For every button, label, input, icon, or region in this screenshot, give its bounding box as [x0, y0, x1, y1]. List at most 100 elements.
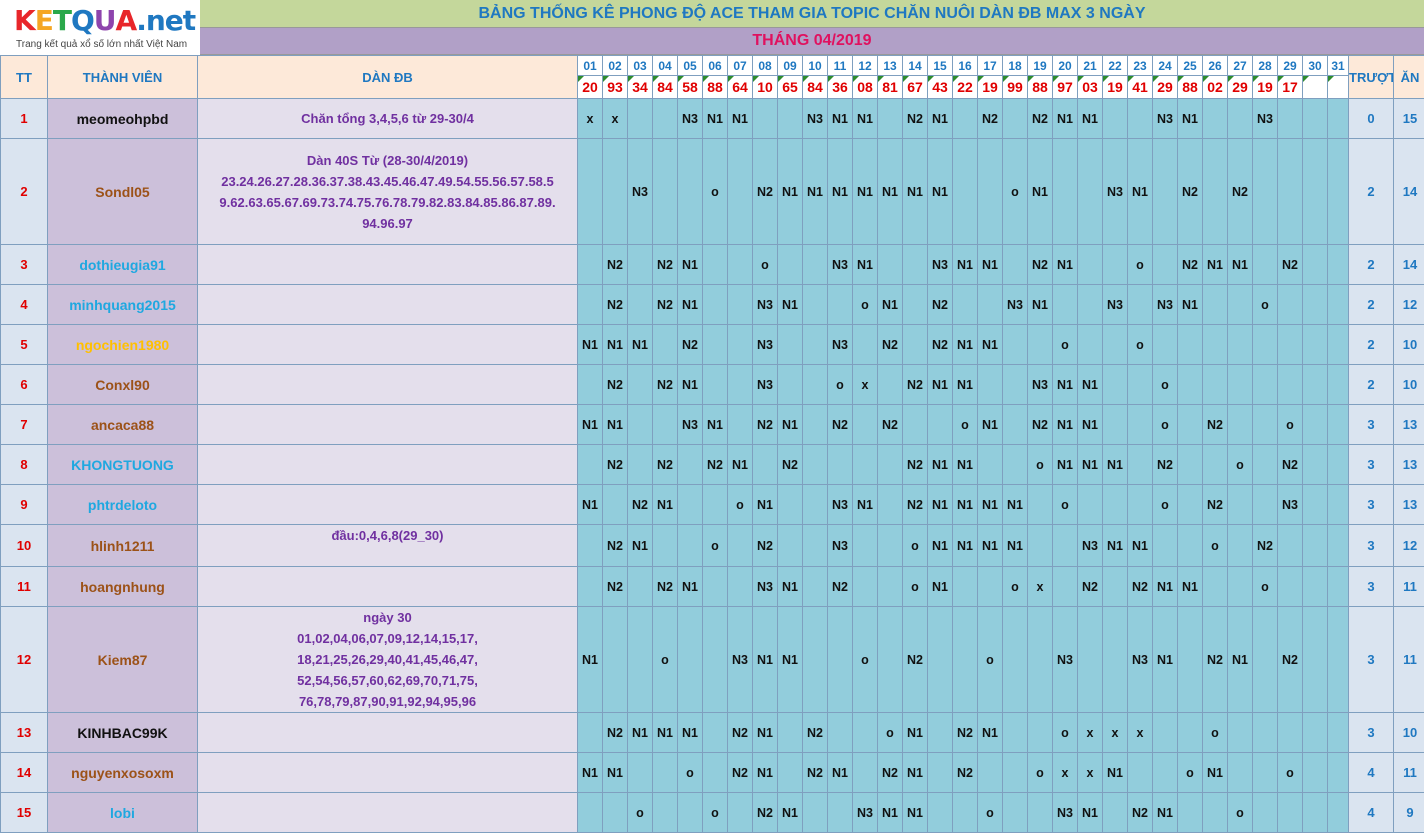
day-cell-23 [1128, 99, 1153, 139]
day-header-12: 12 [853, 56, 878, 76]
day-cell-02: N2 [603, 713, 628, 753]
day-cell-22: N1 [1103, 525, 1128, 567]
member-name[interactable]: phtrdeloto [48, 485, 198, 525]
day-cell-09 [778, 365, 803, 405]
day-cell-13 [878, 99, 903, 139]
day-cell-31 [1328, 753, 1349, 793]
day-cell-30 [1303, 405, 1328, 445]
member-name[interactable]: dothieugia91 [48, 245, 198, 285]
member-name[interactable]: lobi [48, 793, 198, 833]
day-cell-27: N1 [1228, 607, 1253, 713]
day-cell-27: N1 [1228, 245, 1253, 285]
day-cell-16 [953, 139, 978, 245]
member-name[interactable]: minhquang2015 [48, 285, 198, 325]
day-cell-31 [1328, 567, 1349, 607]
day-cell-10 [803, 445, 828, 485]
dan-db-cell [198, 245, 578, 285]
day-cell-15 [928, 607, 953, 713]
member-name[interactable]: hlinh1211 [48, 525, 198, 567]
day-header-27: 27 [1228, 56, 1253, 76]
hit-count: 11 [1394, 567, 1424, 607]
member-name[interactable]: meomeohpbd [48, 99, 198, 139]
ketqua-logo[interactable]: KETQUA.net Trang kết quả xổ số lớn nhất … [0, 0, 200, 55]
day-cell-13: N1 [878, 285, 903, 325]
day-cell-19 [1028, 525, 1053, 567]
day-cell-02 [603, 793, 628, 833]
row-number: 4 [1, 285, 48, 325]
day-cell-31 [1328, 525, 1349, 567]
day-cell-04: N2 [653, 445, 678, 485]
day-cell-13 [878, 365, 903, 405]
miss-count: 0 [1349, 99, 1394, 139]
day-cell-08: N3 [753, 325, 778, 365]
day-cell-19 [1028, 607, 1053, 713]
day-cell-12 [853, 713, 878, 753]
dan-db-cell: Chăn tổng 3,4,5,6 từ 29-30/4 [198, 99, 578, 139]
member-name[interactable]: Sondl05 [48, 139, 198, 245]
day-cell-06: N1 [703, 99, 728, 139]
member-name[interactable]: KHONGTUONG [48, 445, 198, 485]
day-cell-19: N1 [1028, 285, 1053, 325]
day-cell-28 [1253, 405, 1278, 445]
day-cell-11: N3 [828, 325, 853, 365]
day-cell-09 [778, 245, 803, 285]
day-cell-05 [678, 445, 703, 485]
member-name[interactable]: KINHBAC99K [48, 713, 198, 753]
day-cell-14 [903, 405, 928, 445]
day-cell-02: N1 [603, 325, 628, 365]
day-cell-25 [1178, 525, 1203, 567]
member-name[interactable]: ancaca88 [48, 405, 198, 445]
day-cell-07: N3 [728, 607, 753, 713]
member-name[interactable]: Conxl90 [48, 365, 198, 405]
day-cell-13: N2 [878, 405, 903, 445]
logo-letter: A [116, 4, 137, 37]
row-number: 9 [1, 485, 48, 525]
header-dan-db: DÀN ĐB [198, 56, 578, 99]
day-header-17: 17 [978, 56, 1003, 76]
day-cell-22 [1103, 485, 1128, 525]
day-cell-17: o [978, 793, 1003, 833]
day-cell-16 [953, 285, 978, 325]
day-cell-09: N1 [778, 405, 803, 445]
hit-count: 12 [1394, 525, 1424, 567]
day-cell-28: N3 [1253, 99, 1278, 139]
dan-db-line: đầu:0,4,6,8(29_30) [198, 525, 577, 546]
day-cell-10: N2 [803, 713, 828, 753]
day-cell-18 [1003, 607, 1028, 713]
member-name[interactable]: ngochien1980 [48, 325, 198, 365]
day-cell-31 [1328, 365, 1349, 405]
member-name[interactable]: hoangnhung [48, 567, 198, 607]
day-cell-03 [628, 405, 653, 445]
member-name[interactable]: nguyenxosoxm [48, 753, 198, 793]
day-cell-21 [1078, 139, 1103, 245]
day-cell-19 [1028, 713, 1053, 753]
day-cell-16 [953, 607, 978, 713]
day-cell-20 [1053, 567, 1078, 607]
day-cell-25 [1178, 405, 1203, 445]
day-cell-29 [1278, 139, 1303, 245]
hit-count: 15 [1394, 99, 1424, 139]
day-cell-09 [778, 99, 803, 139]
day-result-07: 64 [728, 76, 753, 99]
member-name[interactable]: Kiem87 [48, 607, 198, 713]
day-cell-02: x [603, 99, 628, 139]
day-cell-06 [703, 753, 728, 793]
day-cell-13 [878, 525, 903, 567]
row-number: 14 [1, 753, 48, 793]
